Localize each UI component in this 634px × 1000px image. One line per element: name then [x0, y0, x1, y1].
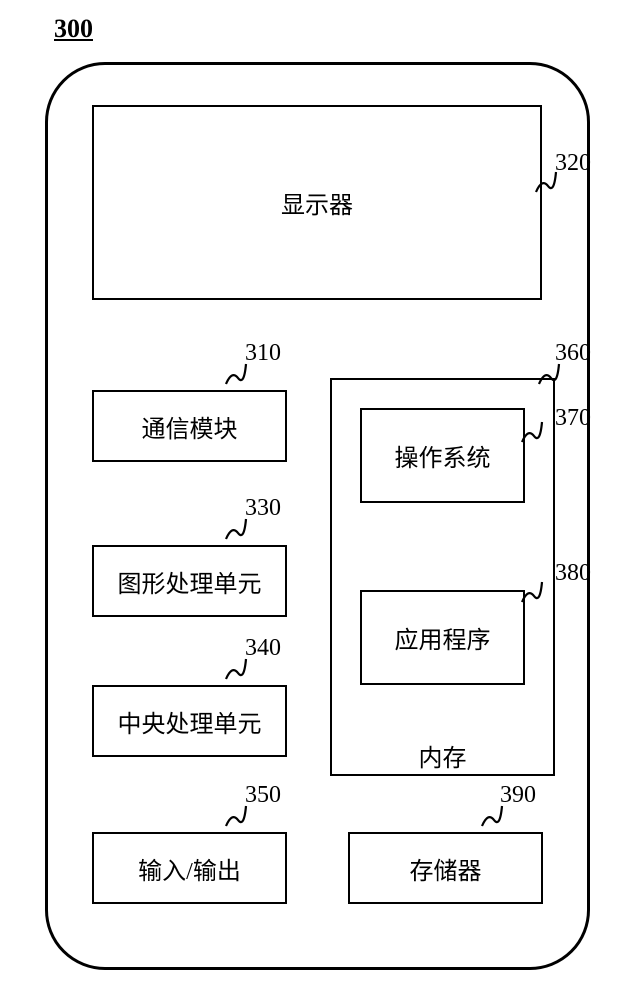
app-label: 应用程序: [395, 620, 491, 655]
comm-ref: 310: [245, 340, 281, 367]
os-label: 操作系统: [395, 438, 491, 473]
io-label: 输入/输出: [138, 851, 241, 886]
gpu-ref: 330: [245, 495, 281, 522]
storage-ref: 390: [500, 782, 536, 809]
os-block: 操作系统: [360, 408, 525, 503]
os-ref: 370: [555, 405, 591, 432]
app-block: 应用程序: [360, 590, 525, 685]
cpu-ref: 340: [245, 635, 281, 662]
gpu-block: 图形处理单元: [92, 545, 287, 617]
gpu-label: 图形处理单元: [118, 564, 262, 599]
io-block: 输入/输出: [92, 832, 287, 904]
app-ref: 380: [555, 560, 591, 587]
memory-ref: 360: [555, 340, 591, 367]
storage-block: 存储器: [348, 832, 543, 904]
figure-number: 300: [54, 14, 93, 44]
cpu-block: 中央处理单元: [92, 685, 287, 757]
display-label: 显示器: [281, 185, 353, 220]
comm-label: 通信模块: [142, 409, 238, 444]
cpu-label: 中央处理单元: [118, 704, 262, 739]
display-ref: 320: [555, 150, 591, 177]
os-squiggle: [518, 418, 546, 446]
display-block: 显示器: [92, 105, 542, 300]
memory-label: 内存: [332, 738, 553, 773]
io-ref: 350: [245, 782, 281, 809]
comm-block: 通信模块: [92, 390, 287, 462]
storage-label: 存储器: [410, 851, 482, 886]
app-squiggle: [518, 578, 546, 606]
